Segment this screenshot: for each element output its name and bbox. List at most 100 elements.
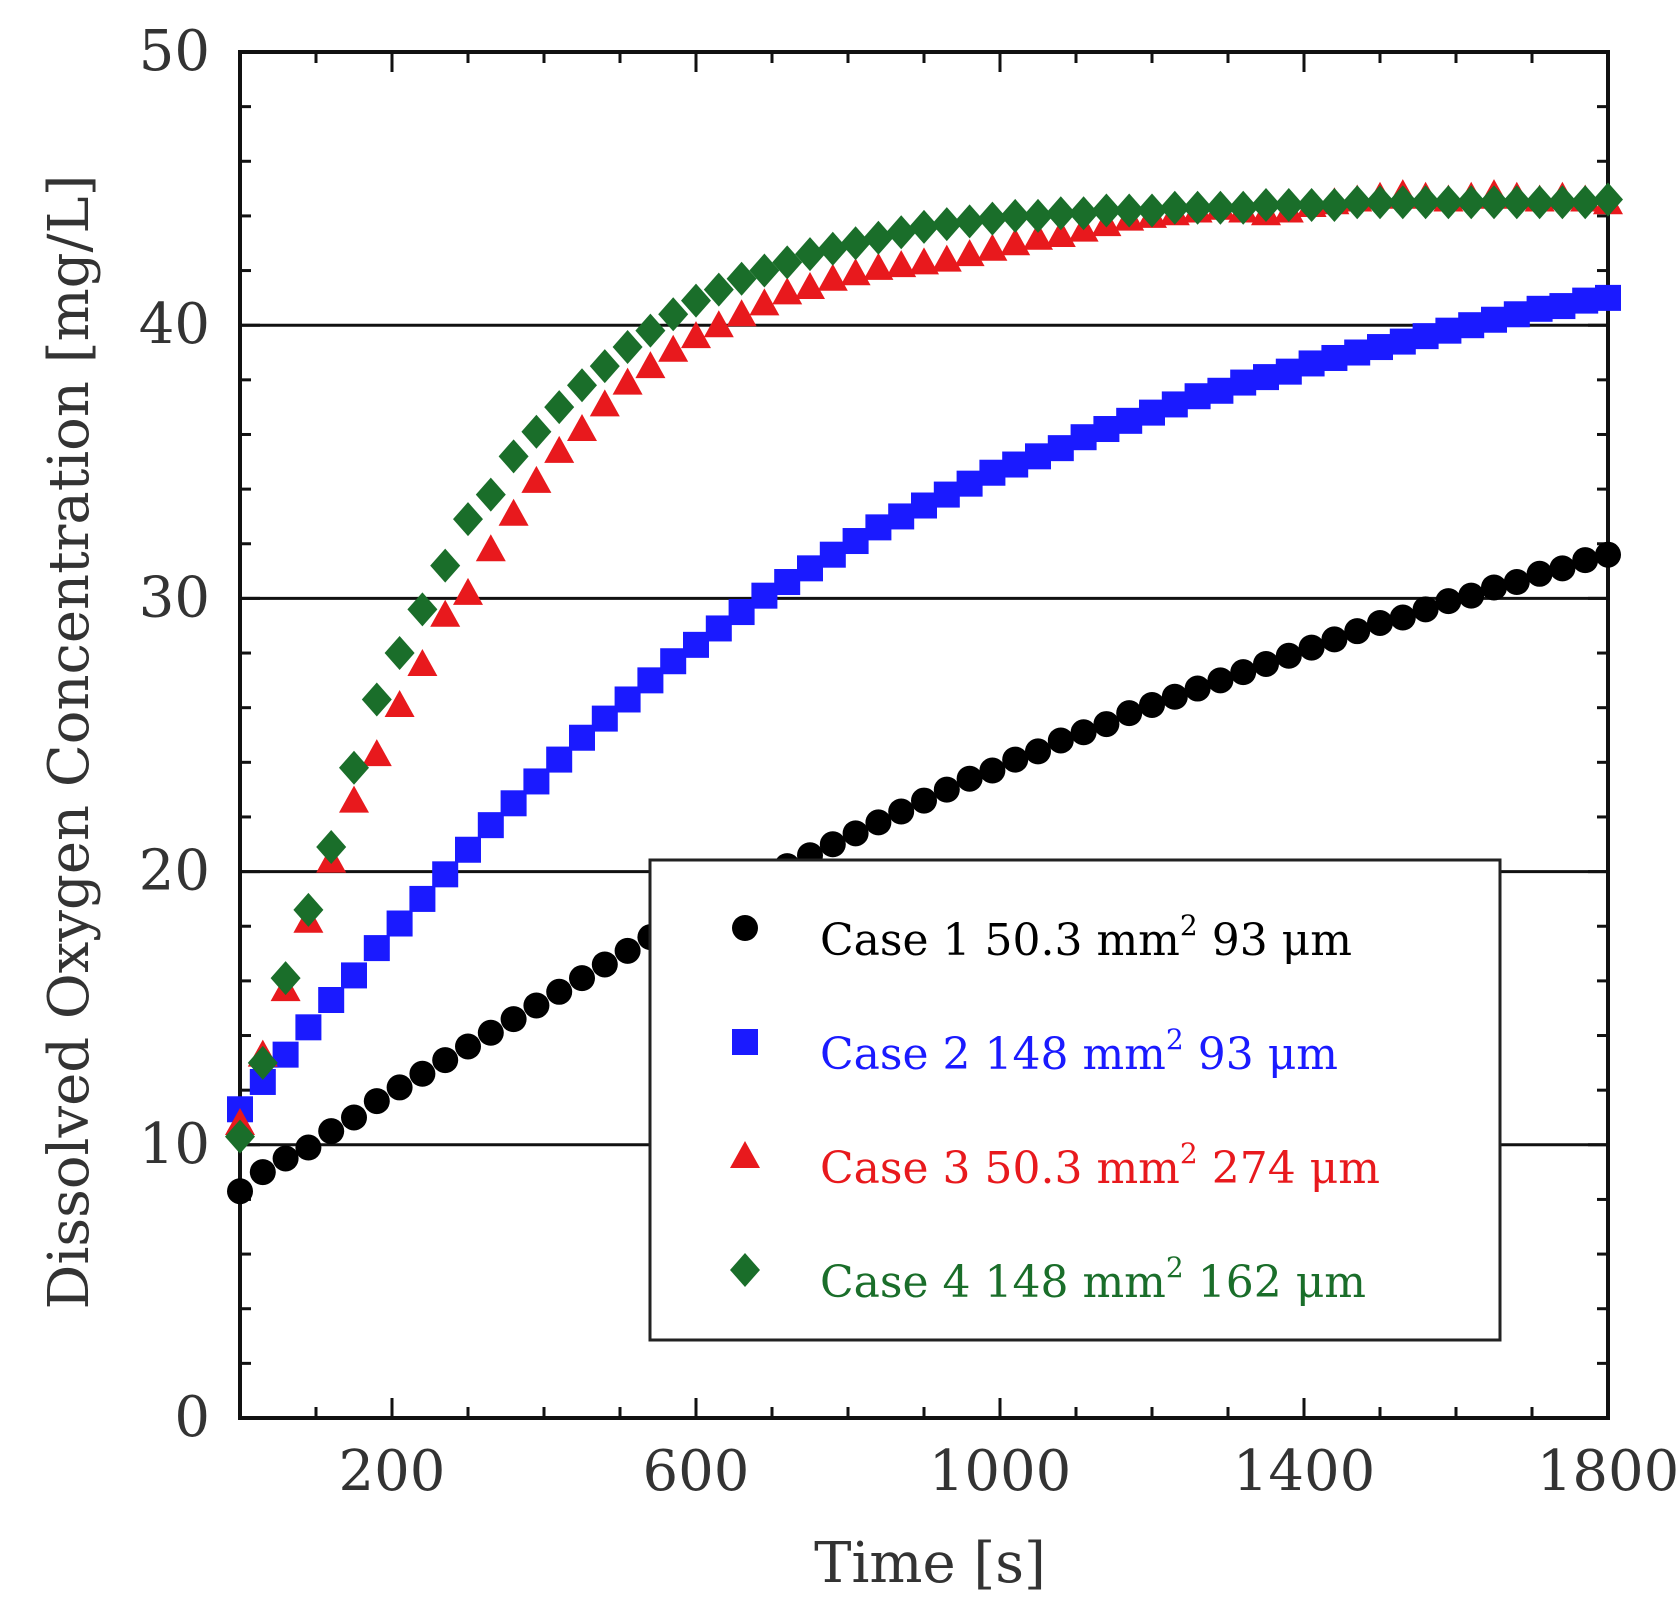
data-point <box>1070 719 1097 746</box>
data-point <box>318 987 345 1014</box>
data-point <box>227 1178 253 1205</box>
data-point <box>1161 391 1188 418</box>
data-point <box>1524 185 1555 220</box>
data-point <box>1365 185 1395 220</box>
data-point <box>1344 618 1371 645</box>
data-point <box>658 334 689 362</box>
data-point <box>1093 711 1120 738</box>
data-point <box>1161 683 1188 710</box>
data-point <box>318 1118 345 1145</box>
data-point <box>703 310 734 338</box>
data-point <box>1298 350 1325 377</box>
data-point <box>1023 222 1053 250</box>
data-point <box>931 244 962 272</box>
y-tick-label: 10 <box>139 1112 210 1177</box>
data-point <box>1047 435 1074 462</box>
x-axis-title: Time [s] <box>814 1531 1046 1596</box>
data-point <box>1207 377 1234 404</box>
data-point <box>247 1045 278 1080</box>
data-point <box>1070 424 1097 451</box>
data-point <box>842 528 869 555</box>
data-point <box>1116 407 1143 434</box>
data-point <box>1139 691 1165 718</box>
data-point <box>703 272 734 307</box>
data-point <box>1137 193 1167 228</box>
data-point <box>612 367 643 395</box>
data-point <box>455 1033 481 1060</box>
data-point <box>386 1074 413 1101</box>
data-point <box>1047 727 1074 754</box>
data-point <box>1000 228 1031 256</box>
data-point <box>888 798 915 825</box>
data-point <box>1479 185 1509 220</box>
data-point <box>1526 295 1553 322</box>
legend-label-4: Case 4 148 mm2 162 μm <box>820 1251 1366 1308</box>
data-point <box>614 686 641 713</box>
data-point <box>1275 642 1302 669</box>
data-point <box>1526 560 1553 587</box>
data-point <box>681 283 711 318</box>
y-tick-label: 30 <box>139 565 210 630</box>
legend-marker-2 <box>732 1029 758 1055</box>
data-point <box>1116 700 1143 727</box>
x-tick-label: 1400 <box>1233 1439 1376 1504</box>
data-point <box>521 465 552 493</box>
data-point <box>956 470 983 497</box>
data-point <box>637 667 664 694</box>
data-point <box>933 481 960 508</box>
legend-marker-4 <box>730 1253 760 1287</box>
data-point <box>1139 399 1165 426</box>
data-point <box>1091 193 1122 228</box>
data-point <box>1547 185 1578 220</box>
data-point <box>409 1060 436 1087</box>
data-point <box>658 297 689 332</box>
data-point <box>909 247 939 275</box>
data-point <box>1389 604 1416 631</box>
data-point <box>316 830 347 865</box>
data-point <box>341 962 367 989</box>
data-point <box>1000 198 1031 233</box>
data-point <box>1045 196 1076 231</box>
data-point <box>660 648 687 675</box>
data-point <box>293 892 324 927</box>
data-point <box>840 226 871 261</box>
series-case-4 <box>225 182 1623 1154</box>
data-point <box>819 831 846 858</box>
data-point <box>1184 383 1211 410</box>
data-point <box>1481 306 1507 333</box>
data-point <box>863 220 894 255</box>
data-point <box>1458 582 1485 609</box>
data-point <box>1389 328 1416 355</box>
data-point <box>430 599 461 627</box>
data-point <box>500 1006 527 1033</box>
data-point <box>477 812 504 839</box>
data-point <box>1412 323 1439 350</box>
data-point <box>681 321 711 349</box>
legend-label-1: Case 1 50.3 mm2 93 μm <box>820 909 1352 966</box>
data-point <box>749 288 780 316</box>
data-point <box>1093 416 1120 443</box>
data-point <box>728 599 755 626</box>
data-point <box>635 313 666 348</box>
y-axis-title: Dissolved Oxygen Concentration [mg/L] <box>37 175 102 1310</box>
data-point <box>1549 293 1576 320</box>
data-point <box>1503 301 1530 328</box>
data-point <box>1410 185 1441 220</box>
data-point <box>888 503 915 530</box>
data-point <box>614 937 641 964</box>
data-point <box>1205 190 1236 225</box>
data-point <box>361 682 392 717</box>
data-point <box>909 209 939 244</box>
data-point <box>1025 443 1051 470</box>
data-point <box>817 231 848 266</box>
data-point <box>521 414 552 449</box>
data-point <box>589 349 620 384</box>
data-point <box>865 514 892 541</box>
data-point <box>567 414 597 442</box>
data-point <box>432 1047 459 1074</box>
data-point <box>840 258 871 286</box>
legend: Case 1 50.3 mm2 93 μm Case 2 148 mm2 93 μ… <box>648 858 1502 1342</box>
data-point <box>589 389 620 417</box>
data-point <box>1570 185 1601 220</box>
data-point <box>954 204 985 239</box>
